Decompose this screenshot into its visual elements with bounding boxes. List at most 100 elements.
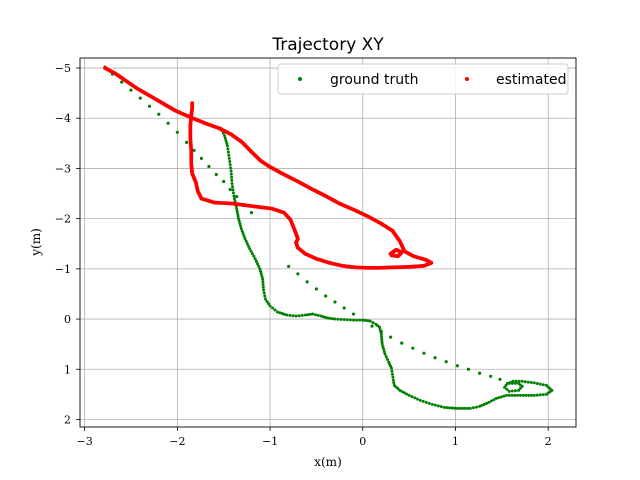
- point-ground-truth: [517, 388, 521, 392]
- point-ground-truth: [378, 327, 382, 331]
- point-ground-truth: [253, 257, 257, 261]
- point-ground-truth: [448, 406, 452, 410]
- point-ground-truth: [260, 274, 264, 278]
- point-ground-truth: [226, 150, 230, 154]
- y-axis-label: y(m): [29, 228, 43, 257]
- y-tick-label: −1: [55, 263, 71, 276]
- point-ground-truth: [138, 96, 142, 100]
- point-ground-truth: [268, 304, 272, 308]
- point-ground-truth: [390, 366, 394, 370]
- point-ground-truth: [523, 380, 527, 384]
- point-ground-truth: [504, 393, 508, 397]
- point-ground-truth: [342, 306, 346, 310]
- point-ground-truth: [236, 214, 240, 218]
- point-ground-truth: [535, 381, 539, 385]
- point-ground-truth: [477, 371, 482, 375]
- point-ground-truth: [532, 393, 536, 397]
- point-ground-truth: [405, 392, 409, 396]
- point-ground-truth: [254, 259, 258, 263]
- point-ground-truth: [228, 160, 232, 164]
- point-ground-truth: [214, 172, 218, 177]
- point-ground-truth: [313, 313, 317, 317]
- point-ground-truth: [532, 381, 536, 385]
- point-ground-truth: [263, 294, 267, 298]
- point-ground-truth: [433, 403, 437, 407]
- point-ground-truth: [287, 264, 291, 268]
- point-ground-truth: [421, 399, 425, 403]
- point-ground-truth: [384, 355, 388, 359]
- point-ground-truth: [300, 313, 304, 317]
- point-ground-truth: [275, 310, 279, 314]
- point-ground-truth: [505, 387, 509, 391]
- point-ground-truth: [235, 194, 239, 199]
- point-ground-truth: [228, 163, 232, 167]
- point-ground-truth: [199, 156, 204, 161]
- point-ground-truth: [120, 80, 124, 84]
- point-ground-truth: [487, 400, 491, 404]
- point-ground-truth: [223, 134, 227, 138]
- point-ground-truth: [245, 242, 249, 246]
- point-ground-truth: [297, 314, 301, 318]
- point-ground-truth: [383, 352, 387, 356]
- point-ground-truth: [326, 316, 330, 320]
- point-ground-truth: [225, 144, 229, 148]
- point-ground-truth: [261, 282, 265, 286]
- point-ground-truth: [379, 330, 383, 334]
- point-ground-truth: [400, 390, 404, 394]
- x-tick-label: 0: [359, 435, 366, 448]
- point-ground-truth: [237, 217, 241, 221]
- point-ground-truth: [242, 234, 246, 238]
- point-ground-truth: [471, 406, 475, 410]
- tick-layer: −3 −2 −1 0 1 2 −5 −4 −3 −2 −1 0 1 2: [55, 62, 552, 448]
- point-ground-truth: [461, 406, 465, 410]
- point-ground-truth: [529, 380, 533, 384]
- point-ground-truth: [239, 227, 243, 231]
- point-ground-truth: [296, 272, 300, 276]
- point-ground-truth: [379, 332, 383, 336]
- point-ground-truth: [445, 406, 449, 410]
- point-ground-truth: [235, 209, 239, 213]
- point-ground-truth: [503, 385, 507, 389]
- series-ground-truth: [103, 65, 554, 410]
- point-ground-truth: [513, 393, 517, 397]
- point-ground-truth: [453, 406, 457, 410]
- point-ground-truth: [507, 393, 511, 397]
- point-ground-truth: [433, 356, 437, 360]
- plot-frame: [79, 57, 577, 428]
- point-ground-truth: [385, 358, 389, 362]
- point-ground-truth: [492, 398, 496, 402]
- point-ground-truth: [185, 140, 189, 144]
- point-ground-truth: [482, 402, 486, 406]
- point-ground-truth: [517, 381, 521, 385]
- point-ground-truth: [489, 399, 493, 403]
- point-ground-truth: [129, 88, 133, 92]
- point-ground-truth: [229, 166, 233, 170]
- point-ground-truth: [247, 244, 250, 248]
- point-ground-truth: [311, 312, 315, 316]
- point-ground-truth: [333, 317, 337, 321]
- point-ground-truth: [439, 405, 443, 409]
- series-estimated: [103, 66, 434, 270]
- point-ground-truth: [225, 141, 229, 145]
- point-ground-truth: [273, 308, 277, 312]
- point-ground-truth: [494, 396, 498, 400]
- point-ground-truth: [450, 406, 454, 410]
- point-ground-truth: [314, 287, 319, 291]
- point-ground-truth: [398, 388, 402, 392]
- point-ground-truth: [333, 300, 337, 304]
- point-ground-truth: [541, 383, 545, 387]
- point-ground-truth: [468, 406, 472, 410]
- point-ground-truth: [436, 404, 440, 408]
- x-axis-label: x(m): [314, 455, 342, 469]
- point-ground-truth: [252, 254, 256, 258]
- point-ground-truth: [262, 291, 266, 295]
- point-ground-truth: [351, 312, 356, 316]
- point-ground-truth: [466, 406, 470, 410]
- y-tick-label: −3: [55, 162, 71, 175]
- point-ground-truth: [288, 313, 292, 317]
- point-ground-truth: [282, 312, 286, 316]
- x-tick-label: −1: [262, 435, 278, 448]
- point-ground-truth: [262, 288, 266, 292]
- point-ground-truth: [259, 272, 263, 276]
